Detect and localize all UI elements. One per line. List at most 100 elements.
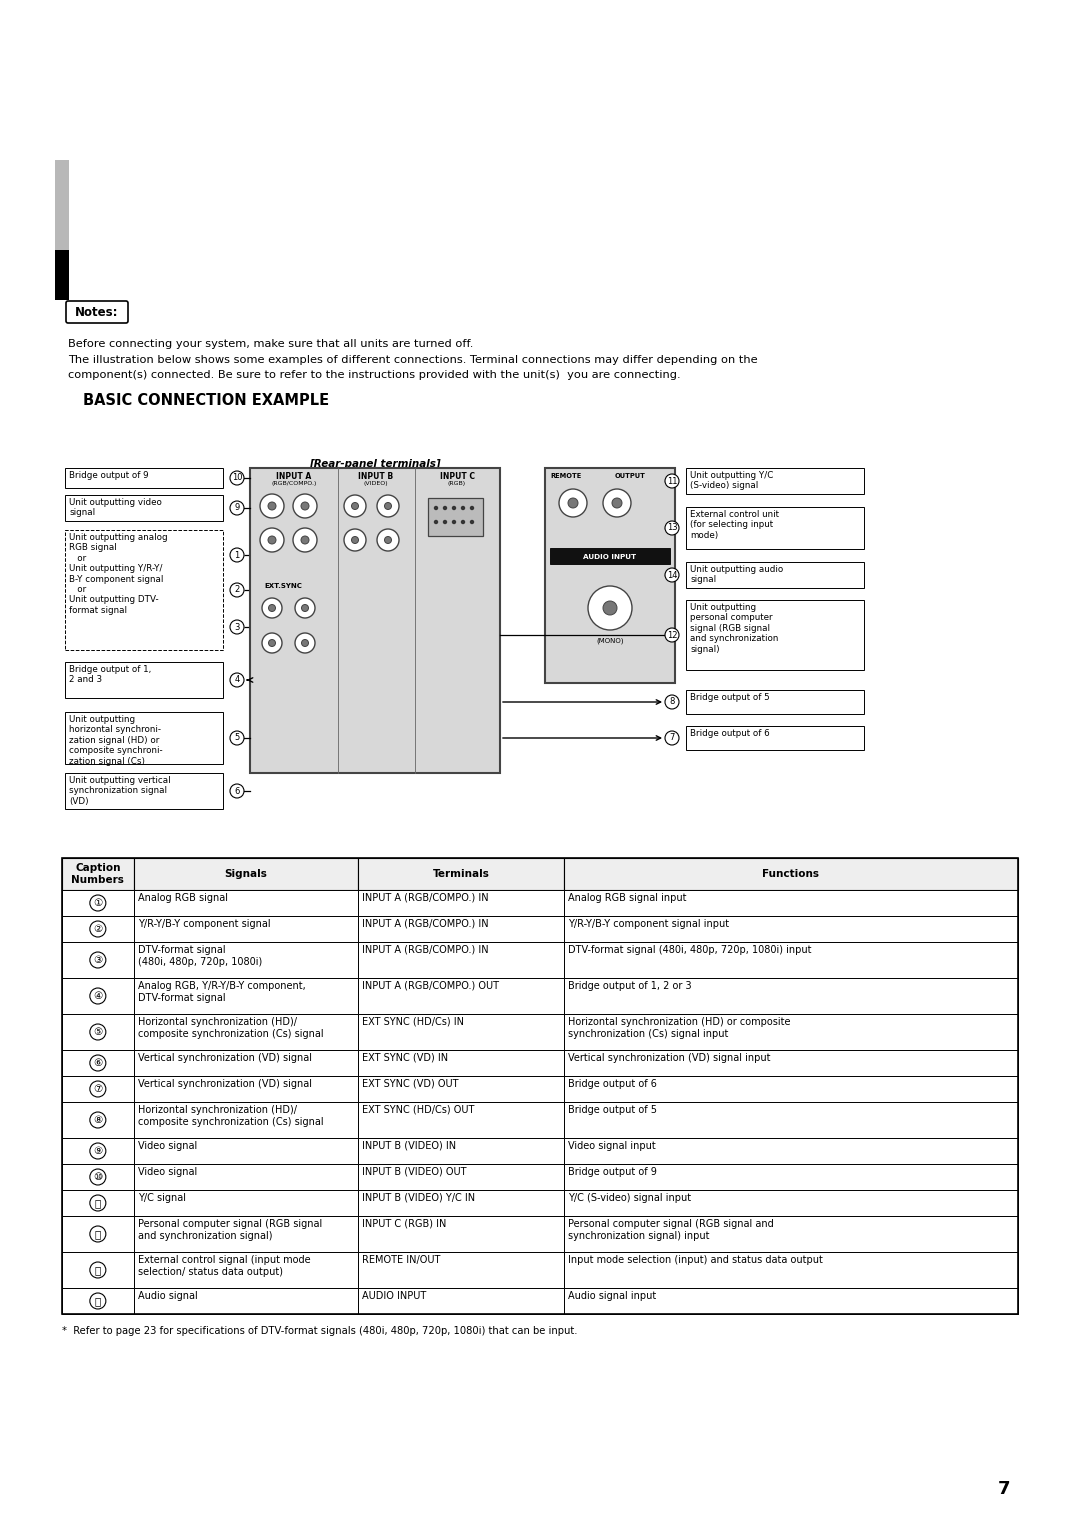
Bar	[134, 941, 359, 978]
Circle shape	[665, 730, 679, 746]
Bar	[564, 1015, 1018, 1050]
Text: Unit outputting video
signal: Unit outputting video signal	[69, 498, 162, 518]
Circle shape	[301, 503, 309, 510]
Bar	[359, 1076, 564, 1102]
Circle shape	[453, 521, 456, 524]
Bar	[62, 859, 1018, 1314]
Bar	[62, 915, 134, 941]
Text: ⑬: ⑬	[95, 1265, 100, 1274]
Bar	[686, 601, 864, 669]
Circle shape	[90, 921, 106, 937]
Circle shape	[90, 1054, 106, 1071]
Text: Audio signal input: Audio signal input	[568, 1291, 657, 1300]
Circle shape	[90, 1080, 106, 1097]
Bar	[564, 1190, 1018, 1216]
Circle shape	[295, 633, 315, 652]
Circle shape	[295, 597, 315, 617]
Text: Video signal: Video signal	[138, 1141, 197, 1151]
Circle shape	[293, 529, 318, 552]
Bar	[62, 978, 134, 1015]
Circle shape	[90, 1293, 106, 1309]
Bar	[55, 160, 69, 251]
Bar	[134, 1102, 359, 1138]
Circle shape	[262, 633, 282, 652]
Bar	[564, 1076, 1018, 1102]
Text: REMOTE IN/OUT: REMOTE IN/OUT	[363, 1254, 441, 1265]
Bar	[359, 1288, 564, 1314]
Circle shape	[461, 506, 464, 509]
Circle shape	[90, 989, 106, 1004]
Circle shape	[345, 529, 366, 552]
Bar	[359, 1251, 564, 1288]
Bar	[564, 1251, 1018, 1288]
Text: EXT SYNC (VD) IN: EXT SYNC (VD) IN	[363, 1053, 448, 1063]
Bar	[62, 1015, 134, 1050]
Text: Video signal: Video signal	[138, 1167, 197, 1177]
Text: Unit outputting audio
signal: Unit outputting audio signal	[690, 565, 783, 584]
Bar	[62, 941, 134, 978]
FancyBboxPatch shape	[66, 301, 129, 322]
Text: INPUT A (RGB/COMPO.) IN: INPUT A (RGB/COMPO.) IN	[363, 944, 489, 955]
Circle shape	[612, 498, 622, 507]
Circle shape	[230, 549, 244, 562]
Bar	[359, 915, 564, 941]
Circle shape	[230, 471, 244, 484]
Text: 7: 7	[670, 733, 675, 743]
Text: Y/R-Y/B-Y component signal input: Y/R-Y/B-Y component signal input	[568, 918, 729, 929]
Bar	[62, 1288, 134, 1314]
Bar	[359, 1138, 564, 1164]
Text: Bridge output of 9: Bridge output of 9	[568, 1167, 657, 1177]
Circle shape	[301, 640, 309, 646]
Text: EXT SYNC (VD) OUT: EXT SYNC (VD) OUT	[363, 1079, 459, 1089]
Text: Bridge output of 6: Bridge output of 6	[690, 729, 770, 738]
Text: ③: ③	[93, 955, 103, 966]
Text: ⑨: ⑨	[93, 1146, 103, 1157]
Bar	[564, 1138, 1018, 1164]
Text: Y/R-Y/B-Y component signal: Y/R-Y/B-Y component signal	[138, 918, 270, 929]
Circle shape	[345, 495, 366, 516]
Text: 5: 5	[234, 733, 240, 743]
Text: 14: 14	[666, 570, 677, 579]
Bar	[564, 915, 1018, 941]
Circle shape	[351, 503, 359, 509]
Text: 9: 9	[234, 504, 240, 512]
Circle shape	[268, 503, 276, 510]
Circle shape	[90, 1143, 106, 1160]
Text: Vertical synchronization (VD) signal input: Vertical synchronization (VD) signal inp…	[568, 1053, 770, 1063]
Text: INPUT A (RGB/COMPO.) IN: INPUT A (RGB/COMPO.) IN	[363, 892, 489, 903]
Text: Analog RGB, Y/R-Y/B-Y component,
DTV-format signal: Analog RGB, Y/R-Y/B-Y component, DTV-for…	[138, 981, 306, 1002]
Text: REMOTE: REMOTE	[550, 474, 581, 478]
Text: ②: ②	[93, 924, 103, 934]
Bar	[134, 1076, 359, 1102]
Text: BASIC CONNECTION EXAMPLE: BASIC CONNECTION EXAMPLE	[83, 393, 329, 408]
Text: ⑦: ⑦	[93, 1083, 103, 1094]
Circle shape	[453, 506, 456, 509]
Circle shape	[377, 495, 399, 516]
Text: (RGB/COMPO.): (RGB/COMPO.)	[271, 481, 316, 486]
Bar	[545, 468, 675, 683]
Text: Y/C signal: Y/C signal	[138, 1193, 186, 1203]
Text: Video signal input: Video signal input	[568, 1141, 656, 1151]
Circle shape	[444, 521, 446, 524]
Text: Input mode selection (input) and status data output: Input mode selection (input) and status …	[568, 1254, 823, 1265]
Text: Personal computer signal (RGB signal and
synchronization signal) input: Personal computer signal (RGB signal and…	[568, 1219, 773, 1241]
Bar	[359, 1102, 564, 1138]
Bar	[134, 1015, 359, 1050]
Circle shape	[230, 784, 244, 798]
Bar	[359, 889, 564, 915]
Text: ④: ④	[93, 992, 103, 1001]
Bar	[62, 1190, 134, 1216]
Circle shape	[665, 695, 679, 709]
Circle shape	[588, 587, 632, 630]
Text: INPUT A: INPUT A	[276, 472, 312, 481]
Circle shape	[471, 506, 473, 509]
Bar	[686, 691, 864, 714]
Text: ⑤: ⑤	[93, 1027, 103, 1038]
Bar	[564, 1288, 1018, 1314]
Text: External control signal (input mode
selection/ status data output): External control signal (input mode sele…	[138, 1254, 310, 1276]
Text: Notes:: Notes:	[76, 306, 119, 318]
Bar	[359, 978, 564, 1015]
Text: INPUT B: INPUT B	[359, 472, 393, 481]
Bar	[65, 773, 222, 808]
Text: 13: 13	[666, 524, 677, 532]
